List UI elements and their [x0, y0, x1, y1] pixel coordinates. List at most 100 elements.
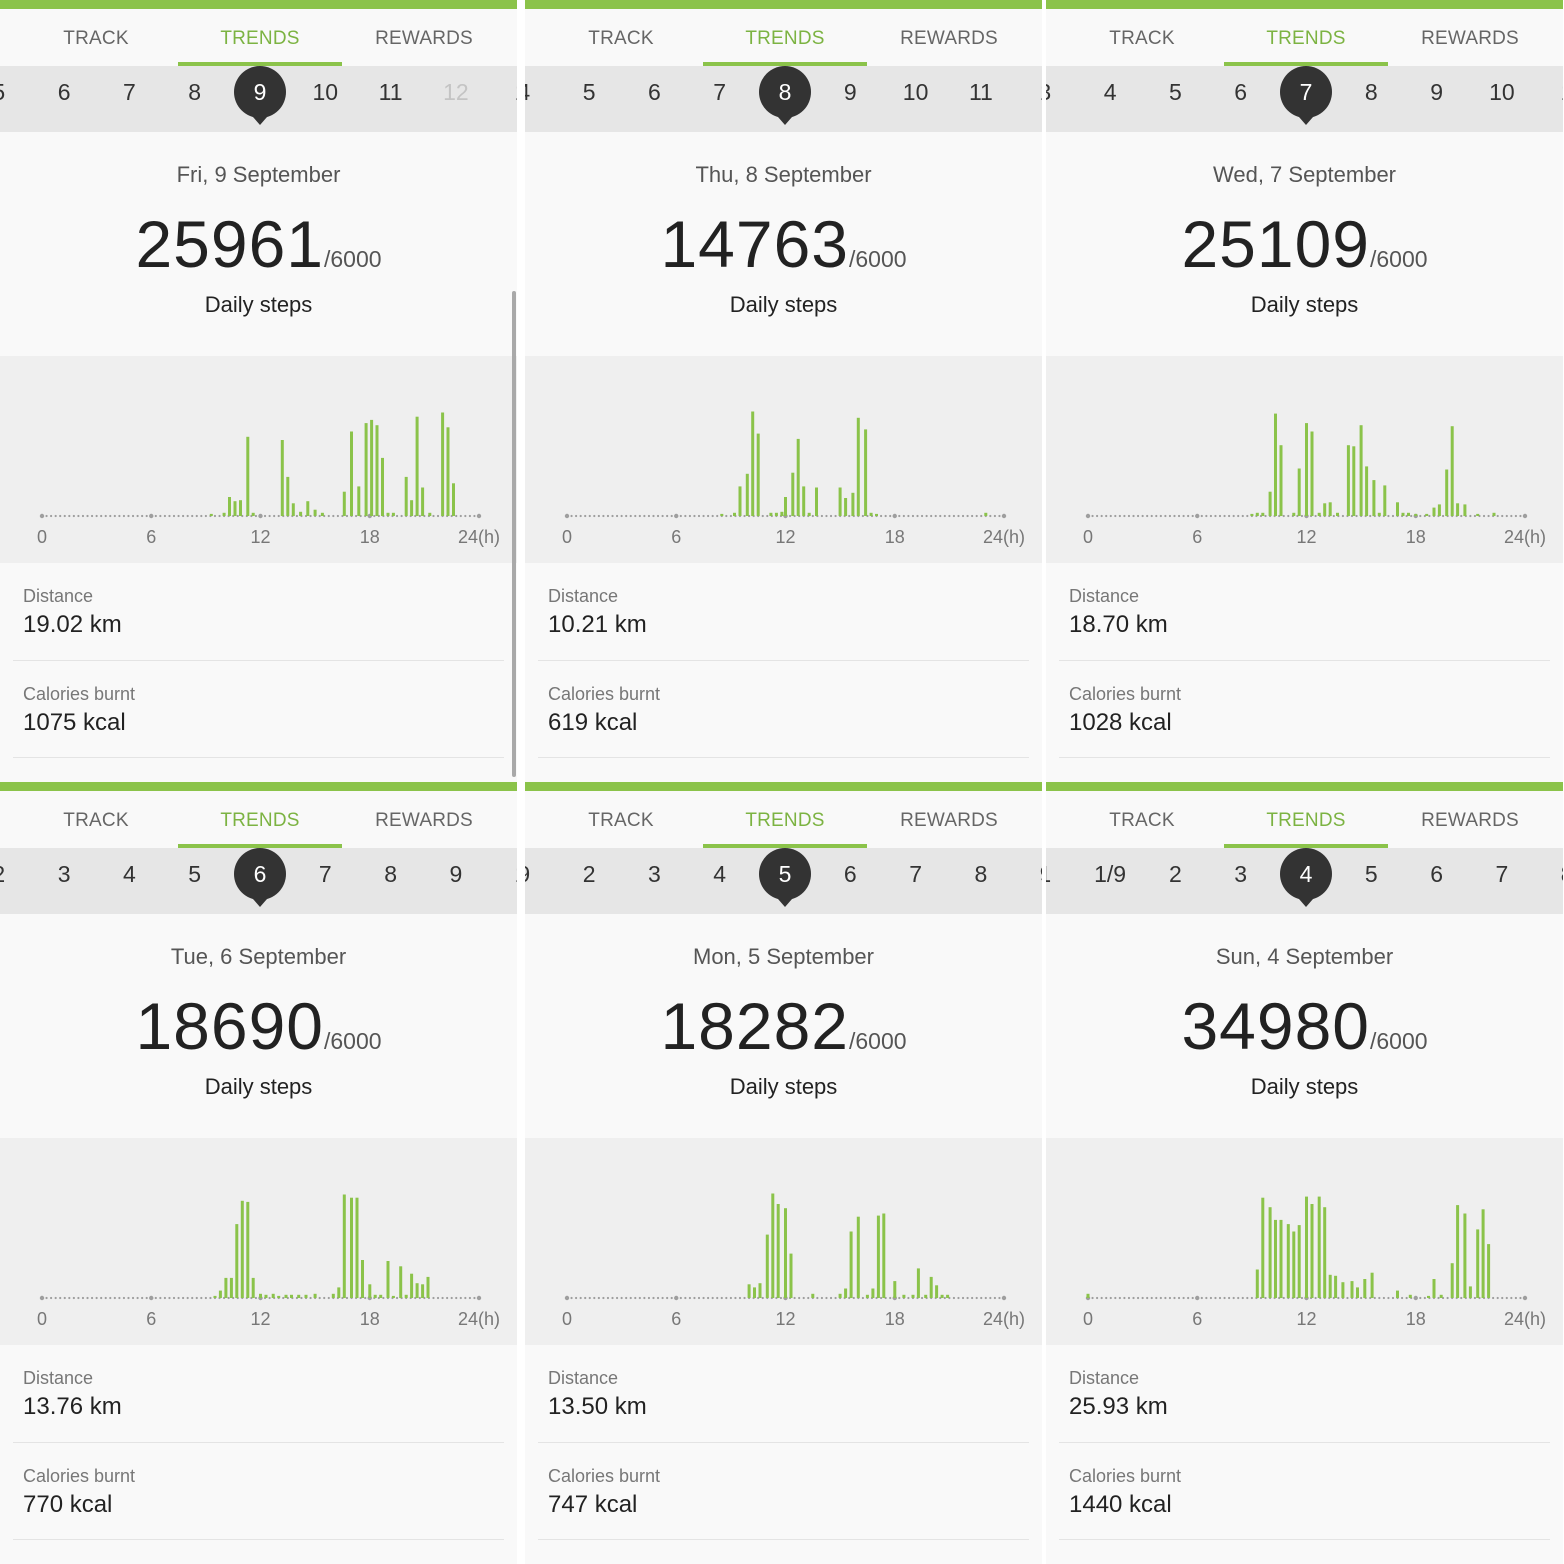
date-item[interactable]: 9	[843, 79, 857, 105]
date-item[interactable]: 11	[968, 79, 993, 105]
date-strip[interactable]: 45678910111	[525, 66, 1042, 132]
tab-trends[interactable]: TRENDS	[1266, 810, 1346, 831]
tab-rewards[interactable]: REWARDS	[900, 28, 998, 49]
date-item[interactable]: 9	[525, 848, 554, 900]
date-item[interactable]: 8	[1364, 79, 1378, 105]
date-item[interactable]: 9	[1430, 79, 1443, 105]
distance-value: 25.93 km	[1069, 1393, 1168, 1420]
date-item[interactable]: 8	[188, 79, 202, 105]
date-strip[interactable]: 3 4 5 6 7 8 9 10 1	[1046, 66, 1563, 132]
selected-date[interactable]: 4	[1280, 848, 1332, 907]
date-item[interactable]: 9	[1016, 848, 1042, 900]
tab-trends[interactable]: TRENDS	[745, 810, 825, 831]
date-strip[interactable]: 2 3 4 5 6 7 8 9 1	[0, 848, 517, 914]
date-item[interactable]: 8	[1537, 848, 1563, 900]
date-item[interactable]: 1	[1016, 66, 1042, 118]
tab-track[interactable]: TRACK	[63, 810, 129, 831]
hour-bar	[1463, 504, 1467, 516]
date-item[interactable]: 2	[0, 848, 29, 900]
date-item[interactable]: 5	[1168, 79, 1182, 105]
date-item[interactable]: 3	[57, 861, 71, 887]
baseline-dot	[186, 514, 189, 518]
selected-date[interactable]: 7	[1280, 66, 1332, 125]
x-tick-label: 6	[671, 527, 681, 547]
tab-trends[interactable]: TRENDS	[1266, 28, 1346, 49]
calories-label: Calories burnt	[548, 684, 661, 704]
date-item[interactable]: 3	[647, 861, 661, 887]
tab-track[interactable]: TRACK	[588, 28, 654, 49]
date-item[interactable]: 4	[713, 861, 727, 887]
date-item[interactable]: 5	[1364, 861, 1378, 887]
baseline-dot	[459, 514, 462, 518]
hourly-steps-chart: 0 6 12 18 24(h)	[0, 356, 517, 563]
date-strip[interactable]: 5 6 7 8 9 10 11 12 1	[0, 66, 517, 132]
date-item[interactable]: 12	[443, 79, 469, 105]
date-title: Tue, 6 September	[170, 944, 347, 969]
tab-rewards[interactable]: REWARDS	[1421, 28, 1519, 49]
hourly-steps-chart: 0 6 12 18 24(h)	[0, 1138, 517, 1345]
selected-date[interactable]: 9	[234, 66, 286, 125]
date-item[interactable]: 3	[1046, 66, 1075, 118]
baseline-dot	[1109, 514, 1112, 518]
date-item[interactable]: 4	[122, 861, 136, 887]
date-item[interactable]: 6	[1430, 861, 1443, 887]
selected-date[interactable]: 5	[759, 848, 811, 907]
date-item[interactable]: 1	[491, 848, 517, 900]
hour-bar	[426, 1276, 430, 1298]
date-item[interactable]: 7	[318, 861, 332, 887]
date-item[interactable]: 1	[1537, 66, 1563, 118]
tab-rewards[interactable]: REWARDS	[375, 810, 473, 831]
date-item[interactable]: 4	[1103, 79, 1117, 105]
date-item[interactable]: 7	[1495, 861, 1509, 887]
date-item[interactable]: 6	[1234, 79, 1248, 105]
tab-rewards[interactable]: REWARDS	[900, 810, 998, 831]
date-item[interactable]: 10	[312, 79, 339, 105]
baseline-dot	[1400, 1296, 1404, 1300]
tab-track[interactable]: TRACK	[588, 810, 654, 831]
scrollbar[interactable]	[512, 291, 516, 777]
date-item[interactable]: 7	[122, 79, 136, 105]
baseline-dot	[1510, 514, 1513, 518]
date-item[interactable]: 6	[57, 79, 71, 105]
hour-bar	[720, 513, 724, 516]
x-tick-label: 0	[37, 1309, 47, 1329]
date-item[interactable]: 2	[1168, 861, 1182, 887]
date-item[interactable]: 5	[0, 66, 29, 118]
date-item[interactable]: 10	[902, 79, 929, 105]
date-item[interactable]: 1	[1046, 848, 1075, 900]
tab-rewards[interactable]: REWARDS	[1421, 810, 1519, 831]
selected-date[interactable]: 6	[234, 848, 286, 907]
date-item[interactable]: 9	[449, 861, 463, 887]
date-item[interactable]: 6	[647, 79, 661, 105]
date-item[interactable]: 3	[1234, 861, 1248, 887]
hour-bar	[811, 1293, 815, 1298]
date-item[interactable]: 7	[713, 79, 727, 105]
date-item[interactable]: 10	[1489, 79, 1515, 105]
tab-rewards[interactable]: REWARDS	[375, 28, 473, 49]
date-item[interactable]: 8	[384, 861, 397, 887]
tab-track[interactable]: TRACK	[1109, 810, 1175, 831]
date-strip[interactable]: 1 1/9 2 3 4 5 6 7 8	[1046, 848, 1563, 914]
date-item[interactable]: 6	[843, 861, 857, 887]
baseline-dot	[172, 1296, 176, 1300]
tab-track[interactable]: TRACK	[63, 28, 129, 49]
hour-bar	[1481, 1209, 1485, 1298]
baseline-dot	[131, 1296, 135, 1300]
date-strip[interactable]: 9 2 3 4 5 6 7 8 9	[525, 848, 1042, 914]
date-item[interactable]: 5	[188, 861, 202, 887]
date-item[interactable]: 2	[582, 861, 596, 887]
date-item[interactable]: 4	[525, 66, 554, 118]
baseline-dot	[907, 1296, 910, 1300]
baseline-dot	[620, 514, 623, 518]
date-item[interactable]: 1/9	[1094, 861, 1127, 887]
tab-trends[interactable]: TRENDS	[220, 28, 300, 49]
date-item[interactable]: 8	[974, 861, 988, 887]
date-item[interactable]: 7	[909, 861, 922, 887]
date-item[interactable]: 1	[491, 66, 517, 118]
tab-trends[interactable]: TRENDS	[220, 810, 300, 831]
date-item[interactable]: 11	[378, 79, 403, 105]
selected-date[interactable]: 8	[759, 66, 811, 125]
date-item[interactable]: 5	[582, 79, 596, 105]
tab-trends[interactable]: TRENDS	[745, 28, 825, 49]
tab-track[interactable]: TRACK	[1109, 28, 1175, 49]
